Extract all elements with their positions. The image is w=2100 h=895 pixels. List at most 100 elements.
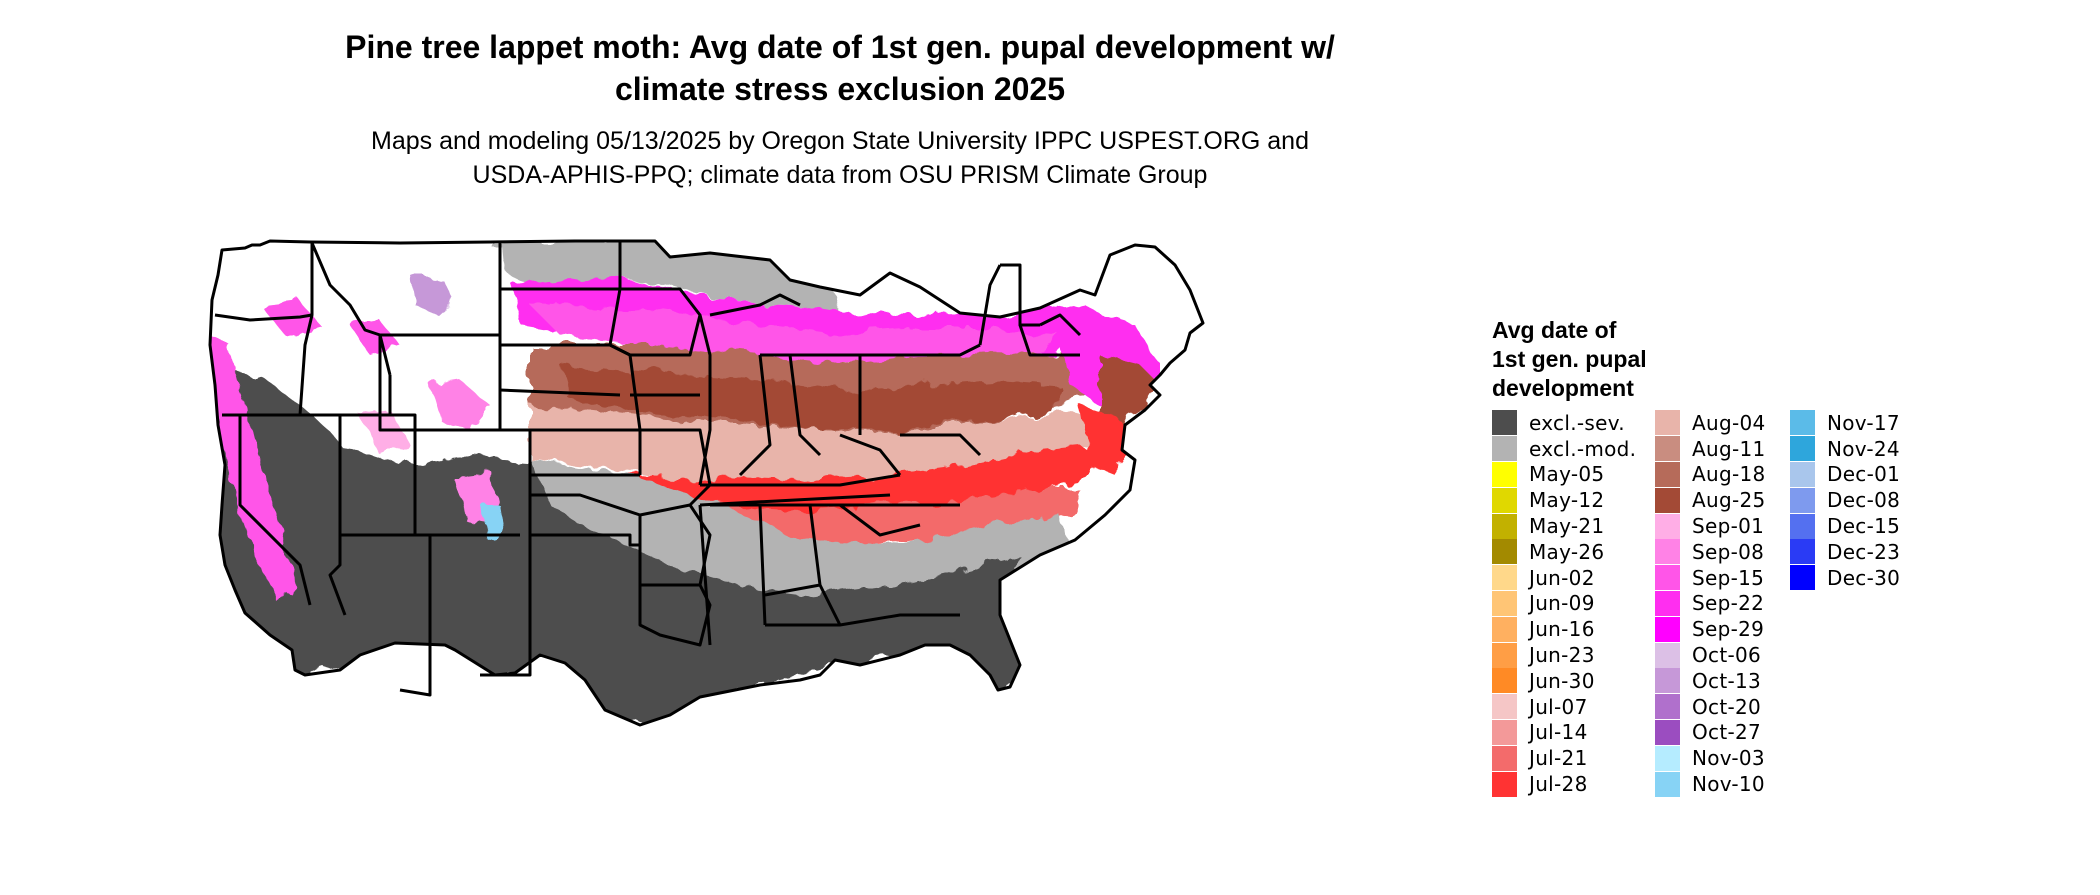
map-raster	[210, 241, 1203, 725]
legend-item: Sep-08	[1655, 539, 1815, 565]
legend-column-1: excl.-sev. excl.-mod. May-05 May-12 May-21 Ma…	[1492, 410, 1652, 797]
legend-swatch	[1790, 487, 1815, 513]
legend-label: Dec-08	[1827, 488, 1901, 513]
legend-swatch	[1492, 694, 1517, 720]
legend-item: May-12	[1492, 487, 1652, 513]
legend-item: excl.-sev.	[1492, 410, 1652, 436]
legend-label: Jun-16	[1529, 617, 1595, 642]
legend-swatch	[1655, 668, 1680, 694]
map-subtitle-line-1: Maps and modeling 05/13/2025 by Oregon S…	[371, 127, 1309, 155]
legend-swatch	[1790, 565, 1815, 591]
legend-swatch	[1655, 436, 1680, 462]
legend-item: May-21	[1492, 513, 1652, 539]
legend-swatch	[1492, 642, 1517, 668]
legend-swatch	[1790, 410, 1815, 436]
legend-label: Dec-30	[1827, 565, 1901, 590]
legend-item: Oct-20	[1655, 694, 1815, 720]
legend-label: Oct-06	[1692, 643, 1762, 668]
legend-item: Nov-10	[1655, 771, 1815, 797]
legend-swatch	[1492, 668, 1517, 694]
legend-swatch	[1492, 719, 1517, 745]
map-title-line-2: climate stress exclusion 2025	[614, 71, 1066, 107]
legend-item: Sep-15	[1655, 565, 1815, 591]
legend-label: May-21	[1529, 514, 1605, 539]
legend-label: Jun-30	[1529, 668, 1595, 693]
legend-label: Aug-25	[1692, 488, 1766, 513]
legend-item: Oct-06	[1655, 642, 1815, 668]
legend-column-3: Nov-17 Nov-24 Dec-01 Dec-08 Dec-15 Dec-23 Dec-…	[1790, 410, 1950, 591]
legend-item: Aug-11	[1655, 436, 1815, 462]
legend-label: May-05	[1529, 462, 1605, 487]
legend-label: excl.-mod.	[1529, 436, 1637, 461]
legend-item: Sep-01	[1655, 513, 1815, 539]
legend-swatch	[1655, 590, 1680, 616]
legend-label: Nov-03	[1692, 746, 1765, 771]
legend-swatch	[1492, 436, 1517, 462]
map-title-line-1: Pine tree lappet moth: Avg date of 1st g…	[345, 29, 1335, 65]
legend-label: May-26	[1529, 539, 1605, 564]
legend-swatch	[1790, 436, 1815, 462]
legend-swatch	[1655, 771, 1680, 797]
legend-label: Sep-22	[1692, 591, 1765, 616]
legend-label: Dec-01	[1827, 462, 1901, 487]
legend-swatch	[1790, 539, 1815, 565]
legend-item: Sep-29	[1655, 616, 1815, 642]
legend-swatch	[1492, 616, 1517, 642]
legend-item: Aug-04	[1655, 410, 1815, 436]
legend-item: Jul-07	[1492, 694, 1652, 720]
legend-item: Nov-17	[1790, 410, 1950, 436]
legend-swatch	[1655, 719, 1680, 745]
legend-swatch	[1655, 461, 1680, 487]
legend-label: Jul-14	[1529, 720, 1588, 745]
legend-item: Aug-25	[1655, 487, 1815, 513]
legend-swatch	[1655, 694, 1680, 720]
legend-item: Dec-23	[1790, 539, 1950, 565]
legend-label: excl.-sev.	[1529, 410, 1625, 435]
legend-item: Jun-16	[1492, 616, 1652, 642]
us-map	[208, 239, 1205, 727]
legend-item: Jun-23	[1492, 642, 1652, 668]
legend-label: Sep-15	[1692, 565, 1765, 590]
legend-item: Dec-01	[1790, 461, 1950, 488]
legend-swatch	[1655, 410, 1680, 436]
legend-item: Jul-28	[1492, 771, 1652, 797]
legend-item: Dec-08	[1790, 487, 1950, 513]
legend-swatch	[1492, 745, 1517, 771]
legend-swatch	[1790, 461, 1815, 487]
legend-item: Jun-09	[1492, 590, 1652, 617]
legend-label: Jun-09	[1529, 591, 1595, 616]
legend-label: Jun-02	[1529, 565, 1595, 590]
legend-label: Jul-28	[1529, 772, 1588, 797]
legend-item: May-26	[1492, 539, 1652, 565]
legend-label: Jun-23	[1529, 643, 1595, 668]
legend-swatch	[1492, 410, 1517, 436]
legend-label: Nov-17	[1827, 410, 1900, 435]
legend-item: Nov-03	[1655, 745, 1815, 771]
legend-label: May-12	[1529, 488, 1605, 513]
legend-item: Nov-24	[1790, 436, 1950, 462]
legend-swatch	[1492, 513, 1517, 539]
legend-label: Sep-01	[1692, 514, 1765, 539]
state-boundaries	[208, 239, 1205, 727]
legend-swatch	[1655, 487, 1680, 513]
legend-label: Sep-08	[1692, 539, 1765, 564]
legend-title: Avg date of 1st gen. pupal development	[1492, 316, 1732, 403]
legend-swatch	[1655, 642, 1680, 668]
legend-swatch	[1492, 565, 1517, 591]
legend-swatch	[1655, 565, 1680, 591]
legend-label: Jul-07	[1529, 694, 1588, 719]
legend-item: Jul-21	[1492, 745, 1652, 771]
legend-item: Dec-15	[1790, 513, 1950, 539]
legend-item: Jun-30	[1492, 668, 1652, 694]
legend-swatch	[1492, 461, 1517, 487]
legend-label: Jul-21	[1529, 746, 1588, 771]
legend-swatch	[1655, 513, 1680, 539]
legend-label: Aug-18	[1692, 462, 1766, 487]
legend-label: Nov-10	[1692, 772, 1765, 797]
legend-item: May-05	[1492, 461, 1652, 488]
legend-label: Sep-29	[1692, 617, 1765, 642]
legend-column-2: Aug-04 Aug-11 Aug-18 Aug-25 Sep-01 Sep-08 Sep-…	[1655, 410, 1815, 797]
legend-label: Aug-04	[1692, 410, 1766, 435]
legend-label: Dec-15	[1827, 514, 1901, 539]
legend-item: Oct-13	[1655, 668, 1815, 694]
